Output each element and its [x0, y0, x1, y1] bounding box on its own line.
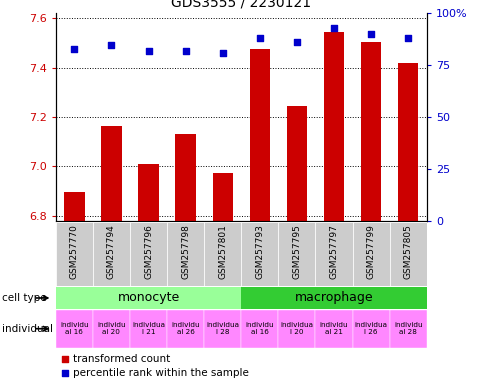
- Text: GSM257798: GSM257798: [181, 224, 190, 279]
- Bar: [130, 310, 166, 348]
- Text: macrophage: macrophage: [294, 291, 373, 305]
- Bar: [249, 49, 270, 221]
- Text: individu
al 16: individu al 16: [245, 322, 273, 335]
- Text: GSM257770: GSM257770: [70, 224, 79, 279]
- Bar: [241, 287, 426, 309]
- Point: [218, 50, 226, 56]
- Point: [60, 370, 68, 376]
- Text: individua
l 20: individua l 20: [280, 322, 313, 335]
- Bar: [389, 222, 426, 286]
- Text: individua
l 26: individua l 26: [354, 322, 387, 335]
- Point: [182, 48, 189, 54]
- Text: GSM257796: GSM257796: [144, 224, 153, 279]
- Bar: [56, 222, 93, 286]
- Title: GDS3555 / 2230121: GDS3555 / 2230121: [171, 0, 311, 10]
- Bar: [352, 310, 389, 348]
- Point: [107, 41, 115, 48]
- Bar: [204, 222, 241, 286]
- Text: transformed count: transformed count: [73, 354, 170, 364]
- Bar: [204, 310, 241, 348]
- Bar: [56, 287, 241, 309]
- Text: individu
al 21: individu al 21: [319, 322, 348, 335]
- Bar: [93, 222, 130, 286]
- Point: [256, 35, 263, 41]
- Bar: [93, 310, 130, 348]
- Text: individu
al 20: individu al 20: [97, 322, 125, 335]
- Bar: [315, 310, 352, 348]
- Point: [70, 46, 78, 52]
- Text: individua
l 28: individua l 28: [206, 322, 239, 335]
- Bar: [212, 173, 232, 221]
- Point: [60, 356, 68, 362]
- Text: monocyte: monocyte: [117, 291, 179, 305]
- Text: percentile rank within the sample: percentile rank within the sample: [73, 368, 248, 378]
- Point: [330, 25, 337, 31]
- Bar: [56, 310, 93, 348]
- Bar: [130, 222, 166, 286]
- Bar: [138, 164, 158, 221]
- Point: [144, 48, 152, 54]
- Text: individual: individual: [2, 324, 53, 334]
- Bar: [323, 32, 344, 221]
- Bar: [315, 222, 352, 286]
- Bar: [352, 222, 389, 286]
- Text: GSM257794: GSM257794: [106, 224, 116, 279]
- Bar: [286, 106, 306, 221]
- Bar: [397, 63, 418, 221]
- Text: individu
al 28: individu al 28: [393, 322, 422, 335]
- Bar: [389, 310, 426, 348]
- Point: [366, 31, 374, 37]
- Bar: [166, 222, 204, 286]
- Bar: [241, 310, 278, 348]
- Bar: [166, 310, 204, 348]
- Bar: [278, 310, 315, 348]
- Bar: [278, 222, 315, 286]
- Text: GSM257795: GSM257795: [292, 224, 301, 279]
- Text: individua
l 21: individua l 21: [132, 322, 165, 335]
- Text: GSM257797: GSM257797: [329, 224, 338, 279]
- Bar: [175, 134, 196, 221]
- Text: GSM257805: GSM257805: [403, 224, 412, 279]
- Bar: [241, 222, 278, 286]
- Bar: [101, 126, 121, 221]
- Text: individu
al 26: individu al 26: [171, 322, 199, 335]
- Text: GSM257799: GSM257799: [366, 224, 375, 279]
- Bar: [360, 42, 380, 221]
- Text: individu
al 16: individu al 16: [60, 322, 89, 335]
- Bar: [64, 192, 84, 221]
- Text: GSM257801: GSM257801: [218, 224, 227, 279]
- Text: cell type: cell type: [2, 293, 47, 303]
- Point: [404, 35, 411, 41]
- Text: GSM257793: GSM257793: [255, 224, 264, 279]
- Point: [292, 40, 300, 46]
